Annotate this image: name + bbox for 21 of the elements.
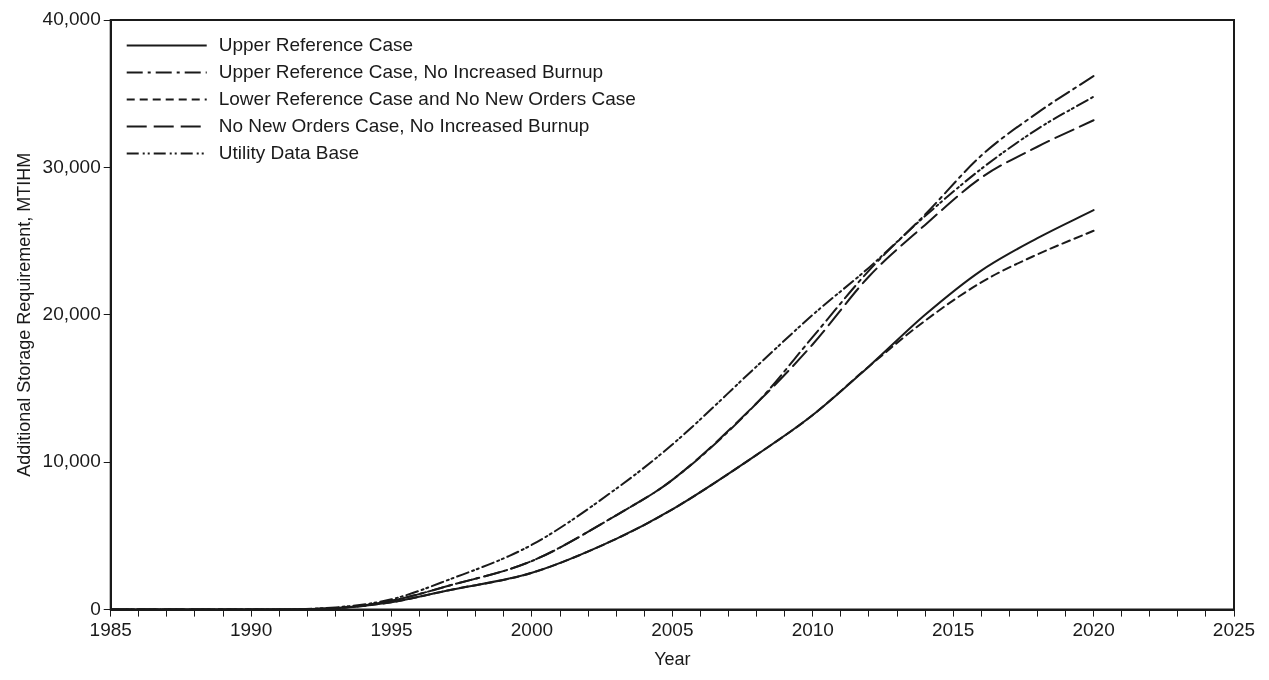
x-tick-label: 1990 xyxy=(229,619,273,641)
x-tick-label: 2020 xyxy=(1072,619,1115,641)
y-axis-title: Additional Storage Requirement, MTIHM xyxy=(13,152,34,477)
x-tick-label: 2015 xyxy=(932,619,975,641)
legend-label: Upper Reference Case, No Increased Burnup xyxy=(218,60,604,82)
x-axis-title: Year xyxy=(654,649,691,670)
y-tick-label: 10,000 xyxy=(42,450,101,472)
x-tick-label: 2005 xyxy=(651,619,694,641)
x-tick-label: 2000 xyxy=(510,619,554,641)
x-tick-label: 2010 xyxy=(791,619,834,641)
y-tick-label: 40,000 xyxy=(42,8,101,30)
x-tick-label: 1985 xyxy=(89,619,132,641)
x-tick-label: 2025 xyxy=(1212,619,1256,641)
x-tick-label: 1995 xyxy=(370,619,413,641)
y-tick-label: 30,000 xyxy=(42,155,101,177)
y-tick-label: 0 xyxy=(90,597,101,619)
y-tick-label: 20,000 xyxy=(42,303,101,325)
legend-label: Lower Reference Case and No New Orders Case xyxy=(218,87,636,109)
legend-label: No New Orders Case, No Increased Burnup xyxy=(218,114,590,136)
legend-label: Utility Data Base xyxy=(218,141,360,163)
legend-label: Upper Reference Case xyxy=(218,33,414,55)
